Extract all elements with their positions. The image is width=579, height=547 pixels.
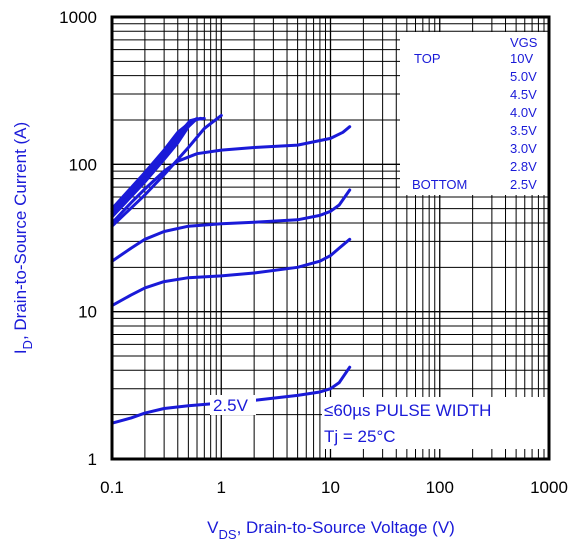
series-line-4-5v (110, 116, 199, 216)
legend-entry: 4.0V (510, 105, 537, 120)
temperature-annotation: Tj = 25°C (324, 427, 396, 446)
legend-entry: 10V (510, 51, 533, 66)
x-axis-title-sub: DS (219, 527, 237, 542)
x-axis-title-rest: , Drain-to-Source Voltage (V) (237, 518, 455, 537)
legend-entry: 3.5V (510, 123, 537, 138)
legend-bottom-label: BOTTOM (412, 177, 467, 192)
curve-label-bg (210, 395, 256, 415)
x-tick-label: 1000 (530, 478, 568, 497)
series-lines (110, 113, 352, 425)
y-tick-label: 1000 (59, 8, 97, 27)
y-axis-title-sub: D (20, 340, 35, 349)
x-axis-title-main: V (207, 518, 219, 537)
x-tick-label: 0.1 (100, 478, 124, 497)
legend-entry: 5.0V (510, 69, 537, 84)
legend-entry: 3.0V (510, 141, 537, 156)
series-line-2-8v (110, 188, 352, 263)
y-tick-label: 100 (69, 155, 97, 174)
y-axis-title-main: I (11, 349, 30, 354)
legend-entry: 4.5V (510, 87, 537, 102)
x-tick-label: 100 (426, 478, 454, 497)
x-tick-label: 10 (321, 478, 340, 497)
y-tick-label: 1 (88, 450, 97, 469)
series-line-3-0v (110, 125, 352, 225)
pulse-width-annotation: ≤60µs PULSE WIDTH (324, 401, 491, 420)
curve-label-2-5v: 2.5V (213, 396, 249, 415)
x-axis-title: VDS, Drain-to-Source Voltage (V) (207, 518, 455, 542)
y-axis-title: ID, Drain-to-Source Current (A) (11, 122, 35, 354)
pulse-annotation-bg (322, 397, 548, 449)
legend-box (400, 32, 549, 195)
legend-entry: 2.8V (510, 159, 537, 174)
legend-top-label: TOP (414, 51, 441, 66)
x-tick-label: 1 (217, 478, 226, 497)
legend-header: VGS (510, 35, 538, 50)
series-line-4-0v (110, 118, 197, 219)
plot-frame (110, 15, 551, 461)
series-line-2-5v (110, 237, 352, 308)
legend-entries: 10V 5.0V 4.5V 4.0V 3.5V 3.0V 2.8V 2.5V (510, 51, 537, 192)
y-tick-label: 10 (78, 303, 97, 322)
y-axis-title-rest: , Drain-to-Source Current (A) (11, 122, 30, 340)
legend-entry: 2.5V (510, 177, 537, 192)
